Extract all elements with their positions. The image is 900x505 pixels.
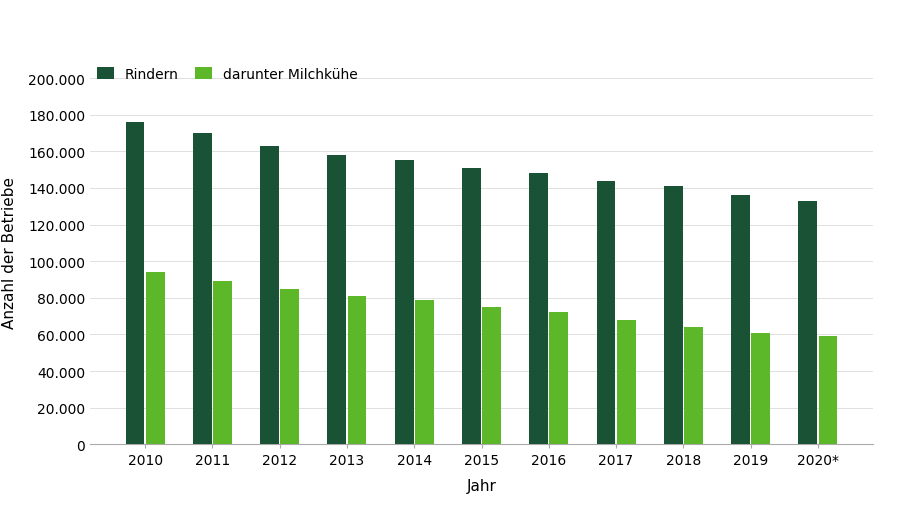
Bar (146, 273, 165, 444)
Bar (684, 327, 703, 444)
Bar (731, 196, 750, 444)
X-axis label: Jahr: Jahr (466, 478, 497, 493)
Bar (395, 161, 413, 444)
Bar (664, 187, 683, 444)
Bar (798, 201, 817, 444)
Bar (193, 134, 212, 444)
Bar (280, 289, 299, 444)
Bar (347, 296, 366, 444)
Bar (482, 308, 501, 444)
Bar (752, 333, 770, 444)
Bar (213, 282, 232, 444)
Y-axis label: Anzahl der Betriebe: Anzahl der Betriebe (2, 177, 17, 328)
Bar (597, 181, 616, 444)
Bar (328, 156, 346, 444)
Bar (529, 174, 548, 444)
Bar (819, 336, 837, 444)
Bar (415, 300, 434, 444)
Bar (260, 146, 279, 444)
Bar (550, 313, 568, 444)
Legend: Rindern, darunter Milchkühe: Rindern, darunter Milchkühe (97, 68, 358, 81)
Bar (462, 169, 481, 444)
Bar (616, 320, 635, 444)
Bar (126, 123, 144, 444)
